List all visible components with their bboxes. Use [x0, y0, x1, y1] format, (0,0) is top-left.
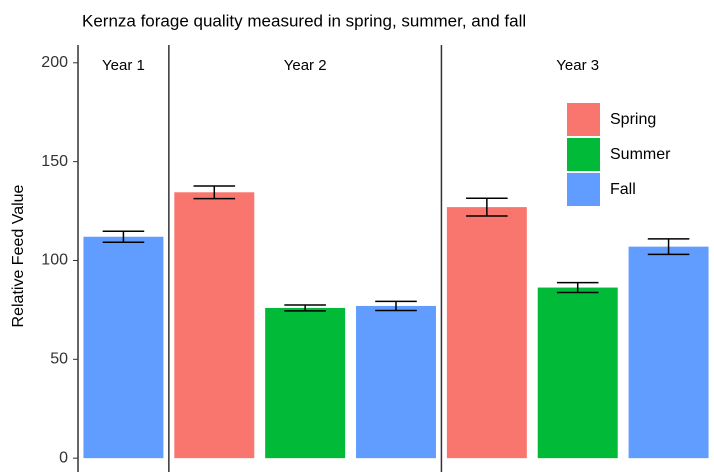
legend-label: Summer	[610, 146, 671, 163]
error-bar	[375, 300, 417, 312]
y-tick-label: 200	[41, 54, 68, 71]
y-tick-label: 0	[59, 449, 68, 466]
chart-title: Kernza forage quality measured in spring…	[82, 11, 526, 30]
bar	[537, 287, 618, 459]
bar	[265, 307, 346, 459]
error-bar	[556, 281, 599, 294]
legend-key	[567, 103, 600, 136]
bar	[628, 246, 709, 459]
error-bar	[102, 230, 145, 244]
y-axis-label: Relative Feed Value	[10, 184, 27, 327]
facet-label: Year 3	[556, 57, 599, 74]
legend-label: Fall	[610, 181, 636, 198]
bar	[174, 192, 255, 459]
legend-key	[567, 138, 600, 171]
legend-label: Spring	[610, 111, 656, 128]
y-tick-label: 150	[41, 153, 68, 170]
bar	[446, 207, 527, 459]
error-bar	[284, 304, 326, 312]
legend-key	[567, 173, 600, 206]
y-tick-label: 50	[50, 351, 68, 368]
error-bar	[466, 197, 508, 217]
y-tick-label: 100	[41, 252, 68, 269]
bar	[356, 305, 436, 459]
facet-label: Year 1	[102, 57, 145, 74]
error-bar	[193, 185, 236, 200]
error-bar	[647, 238, 690, 256]
facet-label: Year 2	[284, 57, 327, 74]
bar	[83, 236, 164, 459]
